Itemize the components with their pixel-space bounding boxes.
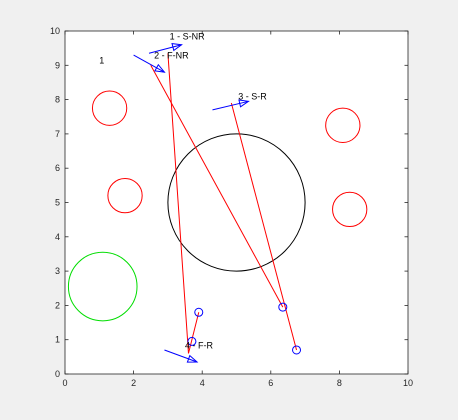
y-tick-label: 4 bbox=[55, 232, 60, 242]
black-circle-obstacle bbox=[167, 133, 306, 272]
annotation-label: 2 - F-NR bbox=[154, 50, 189, 60]
y-tick-label: 2 bbox=[55, 300, 60, 310]
red-circle-obstacle bbox=[107, 177, 143, 214]
axes-layer: 0 2 4 6 8 10 0 1 2 3 4 5 6 7 8 9 10 bbox=[50, 26, 413, 388]
blue-arrow-head bbox=[171, 43, 183, 52]
y-tick-label: 7 bbox=[55, 129, 60, 139]
blue-circle-marker bbox=[194, 307, 204, 317]
x-tick-label: 0 bbox=[62, 378, 67, 388]
red-circle-obstacle bbox=[91, 90, 128, 126]
blue-circle-marker bbox=[187, 336, 197, 346]
x-tick-label: 8 bbox=[337, 378, 342, 388]
red-path-line bbox=[167, 53, 200, 354]
annotation-label: 3 - S-R bbox=[238, 92, 267, 102]
blue-arrow-head bbox=[186, 354, 199, 363]
blue-arrow-head bbox=[238, 99, 250, 108]
annotation-label: 1 bbox=[99, 56, 104, 66]
x-tick-label: 10 bbox=[403, 378, 413, 388]
blue-circle-marker bbox=[292, 345, 302, 355]
x-tick-label: 2 bbox=[131, 378, 136, 388]
blue-arrow-shaft bbox=[133, 54, 165, 73]
red-circle-obstacle bbox=[325, 107, 361, 143]
annotation-label: 4 - F-R bbox=[185, 340, 213, 350]
blue-arrow-head bbox=[154, 63, 166, 73]
x-tick-label: 4 bbox=[200, 378, 205, 388]
annotations-layer: 1 - S-NR 2 - F-NR 3 - S-R 4 - F-R 1 bbox=[99, 32, 267, 351]
red-path-line bbox=[150, 65, 284, 308]
y-tick-label: 0 bbox=[55, 369, 60, 379]
red-path-line bbox=[230, 102, 298, 351]
blue-circle-marker bbox=[278, 302, 288, 312]
red-circle-obstacle bbox=[332, 191, 368, 228]
blue-arrow-shaft bbox=[212, 100, 249, 111]
y-tick-label: 10 bbox=[50, 26, 60, 36]
y-tick-label: 9 bbox=[55, 60, 60, 70]
y-tick-label: 8 bbox=[55, 95, 60, 105]
y-tick-label: 5 bbox=[55, 198, 60, 208]
y-tick-label: 6 bbox=[55, 163, 60, 173]
green-circle-goal bbox=[67, 251, 138, 322]
blue-arrow-shaft bbox=[148, 44, 182, 54]
x-tick-label: 6 bbox=[268, 378, 273, 388]
y-tick-label: 1 bbox=[55, 335, 60, 345]
axes-background bbox=[65, 31, 408, 374]
y-tick-label: 3 bbox=[55, 266, 60, 276]
blue-arrow-shaft bbox=[164, 349, 198, 363]
shapes-layer bbox=[67, 43, 368, 363]
annotation-label: 1 - S-NR bbox=[170, 32, 206, 42]
